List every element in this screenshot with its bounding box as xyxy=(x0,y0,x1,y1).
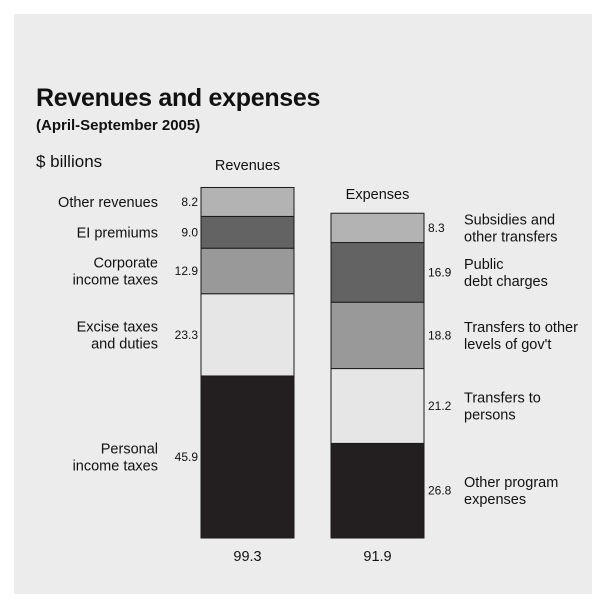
expenses-segment-3 xyxy=(330,242,425,303)
revenues-segment-4 xyxy=(200,186,295,217)
expenses-value-label-1: 21.2 xyxy=(428,399,452,413)
expenses-category-label-0: Other program expenses xyxy=(464,475,558,508)
revenues-category-label-2: Corporate income taxes xyxy=(73,255,158,288)
revenues-segment-2 xyxy=(200,247,295,295)
revenues-total-label: 99.3 xyxy=(233,549,261,565)
chart-panel xyxy=(14,14,592,594)
revenues-value-label-4: 8.2 xyxy=(181,195,198,209)
revenues-segment-3 xyxy=(200,215,295,249)
revenues-category-label-4: Other revenues xyxy=(58,195,158,211)
revenues-value-label-2: 12.9 xyxy=(175,264,199,278)
revenues-category-label-0: Personal income taxes xyxy=(73,441,158,474)
expenses-category-label-2: Transfers to other levels of gov't xyxy=(464,320,578,353)
chart-title: Revenues and expenses xyxy=(36,84,321,112)
expenses-value-label-4: 8.3 xyxy=(428,221,445,235)
revenues-value-label-3: 9.0 xyxy=(181,225,198,239)
expenses-value-label-2: 18.8 xyxy=(428,328,452,342)
expenses-category-label-1: Transfers to persons xyxy=(464,390,541,423)
expenses-category-label-3: Public debt charges xyxy=(464,257,548,290)
revenues-bar-name: Revenues xyxy=(215,158,280,174)
expenses-total-label: 91.9 xyxy=(363,549,391,565)
revenues-segment-0 xyxy=(200,375,295,539)
expenses-value-label-0: 26.8 xyxy=(428,484,452,498)
expenses-value-label-3: 16.9 xyxy=(428,265,452,279)
revenues-value-label-1: 23.3 xyxy=(175,328,199,342)
expenses-segment-0 xyxy=(330,442,425,539)
expenses-bar-name: Expenses xyxy=(346,187,410,203)
expenses-segment-4 xyxy=(330,212,425,244)
chart-subtitle: (April-September 2005) xyxy=(36,117,201,134)
revenues-value-label-0: 45.9 xyxy=(175,450,199,464)
revenues-segment-1 xyxy=(200,293,295,377)
unit-label: $ billions xyxy=(36,152,103,171)
revenues-category-label-3: EI premiums xyxy=(77,225,158,241)
expenses-segment-2 xyxy=(330,301,425,370)
expenses-segment-1 xyxy=(330,368,425,444)
expenses-category-label-4: Subsidies and other transfers xyxy=(464,212,558,245)
revenues-category-label-1: Excise taxes and duties xyxy=(77,319,158,352)
